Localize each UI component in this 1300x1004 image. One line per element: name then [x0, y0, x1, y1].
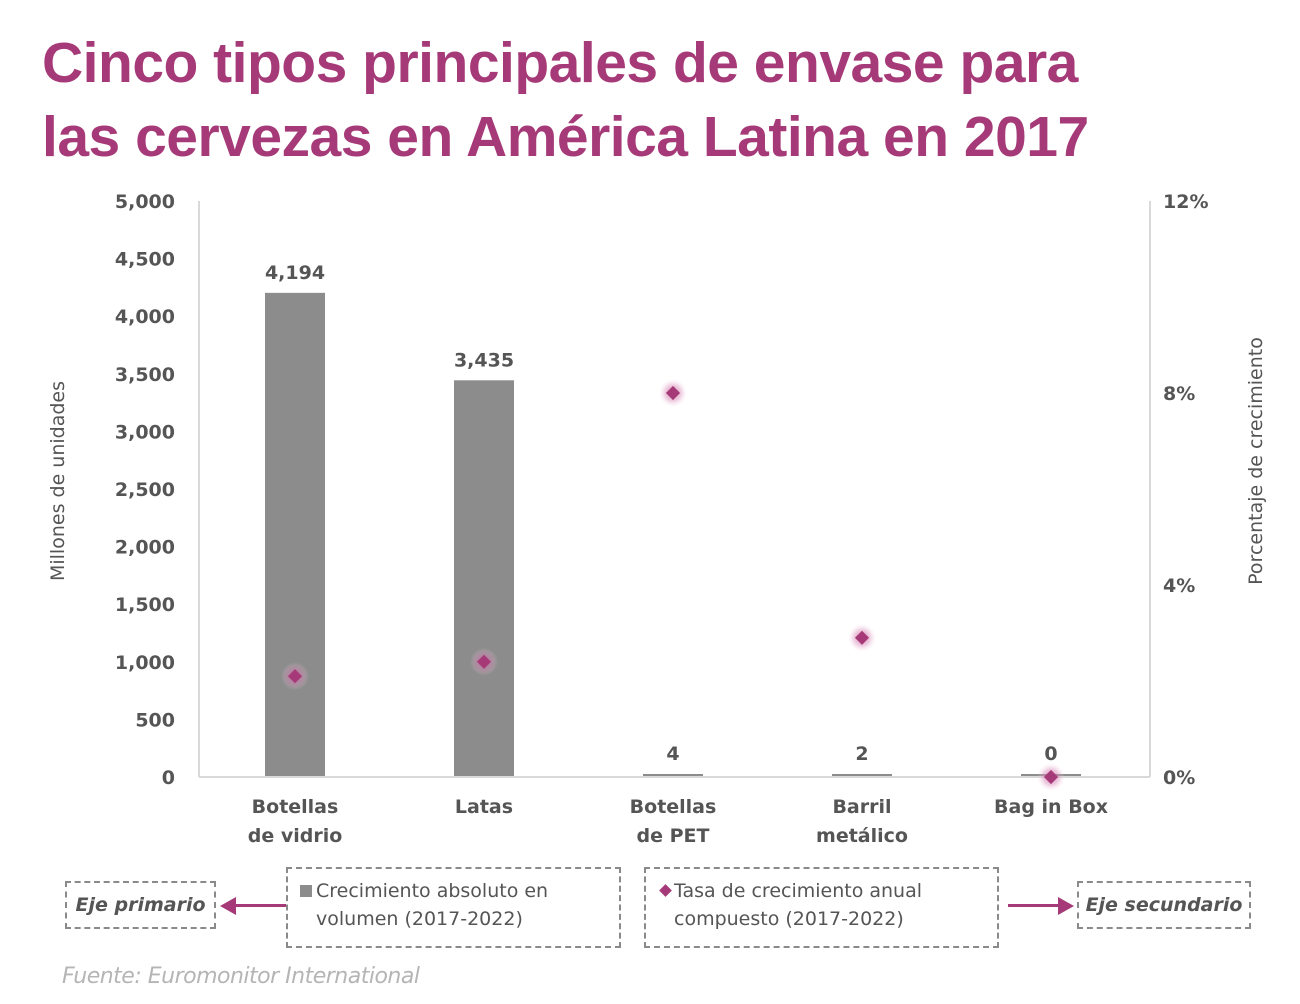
cagr-marker [854, 630, 870, 645]
y-axis-title: Millones de unidades [47, 381, 69, 581]
bar [265, 292, 325, 776]
square-swatch-icon [300, 885, 312, 897]
x-tick-label: de PET [637, 825, 710, 847]
legend-bar-label-line-1: Crecimiento absoluto en [316, 880, 549, 902]
x-tick-label: Latas [455, 796, 513, 818]
cagr-marker [1043, 769, 1059, 785]
chart-title-line-2: las cervezas en América Latina en 2017 [42, 105, 1089, 169]
bar [454, 380, 514, 776]
x-tick-label: Bag in Box [994, 796, 1108, 818]
y-tick-label: 3,500 [115, 364, 175, 386]
diamond-swatch-icon [659, 884, 672, 897]
source-note: Fuente: Euromonitor International [62, 964, 420, 989]
cagr-marker [287, 669, 303, 684]
primary-axis-tag: Eje primario [65, 881, 216, 929]
y-tick-label: 4,500 [115, 249, 175, 271]
bar-data-label: 2 [855, 743, 868, 765]
y2-tick-label: 8% [1163, 383, 1195, 405]
bar [643, 774, 703, 776]
y-tick-label: 0 [162, 767, 175, 789]
cagr-marker [476, 654, 492, 669]
chart-title-line-1: Cinco tipos principales de envase para [42, 31, 1078, 95]
y-tick-label: 500 [135, 709, 175, 731]
bar [832, 774, 892, 776]
arrow-left-line [234, 904, 286, 907]
chart-area: 0 500 1,000 1,500 2,000 2,500 3,000 3,500 4,000 4… [47, 191, 1267, 847]
legend-marker-label-line-1: Tasa de crecimiento anual [674, 880, 923, 902]
y-tick-label: 1,000 [115, 652, 175, 674]
y-tick-label: 3,000 [115, 421, 175, 443]
x-tick-label: Botellas [252, 796, 339, 818]
x-tick-label: Botellas [630, 796, 717, 818]
chart-title: Cinco tipos principales de envase para l… [42, 26, 1262, 174]
arrow-icon [1058, 897, 1074, 915]
y-tick-label: 1,500 [115, 594, 175, 616]
cagr-marker [665, 385, 681, 401]
secondary-axis-tag: Eje secundario [1077, 881, 1251, 929]
legend-item-bar-series: Crecimiento absoluto en volumen (2017-20… [286, 867, 621, 948]
x-tick-label: de vidrio [248, 825, 343, 847]
arrow-icon [220, 897, 236, 915]
y2-tick-label: 4% [1163, 575, 1195, 597]
legend-item-marker-series: Tasa de crecimiento anual compuesto (201… [644, 867, 999, 948]
y-tick-label: 2,000 [115, 537, 175, 559]
y2-tick-label: 0% [1163, 767, 1195, 789]
bar-data-label: 4 [666, 743, 679, 765]
bar-data-label: 4,194 [265, 262, 325, 284]
x-tick-label: Barril [832, 796, 891, 818]
x-tick-label: metálico [816, 825, 908, 847]
legend-bar-label-line-2: volumen (2017-2022) [316, 908, 523, 930]
y-tick-label: 4,000 [115, 306, 175, 328]
y2-tick-label: 12% [1163, 191, 1208, 213]
y-tick-label: 2,500 [115, 479, 175, 501]
arrow-right-line [1008, 904, 1060, 907]
y2-axis-title: Porcentaje de crecimiento [1245, 337, 1267, 585]
legend-marker-label-line-2: compuesto (2017-2022) [674, 908, 904, 930]
bar-data-label: 3,435 [454, 349, 514, 371]
y-tick-label: 5,000 [115, 191, 175, 213]
secondary-axis-tag-label: Eje secundario [1085, 894, 1243, 916]
primary-axis-tag-label: Eje primario [75, 894, 206, 916]
bar-data-label: 0 [1044, 743, 1057, 765]
